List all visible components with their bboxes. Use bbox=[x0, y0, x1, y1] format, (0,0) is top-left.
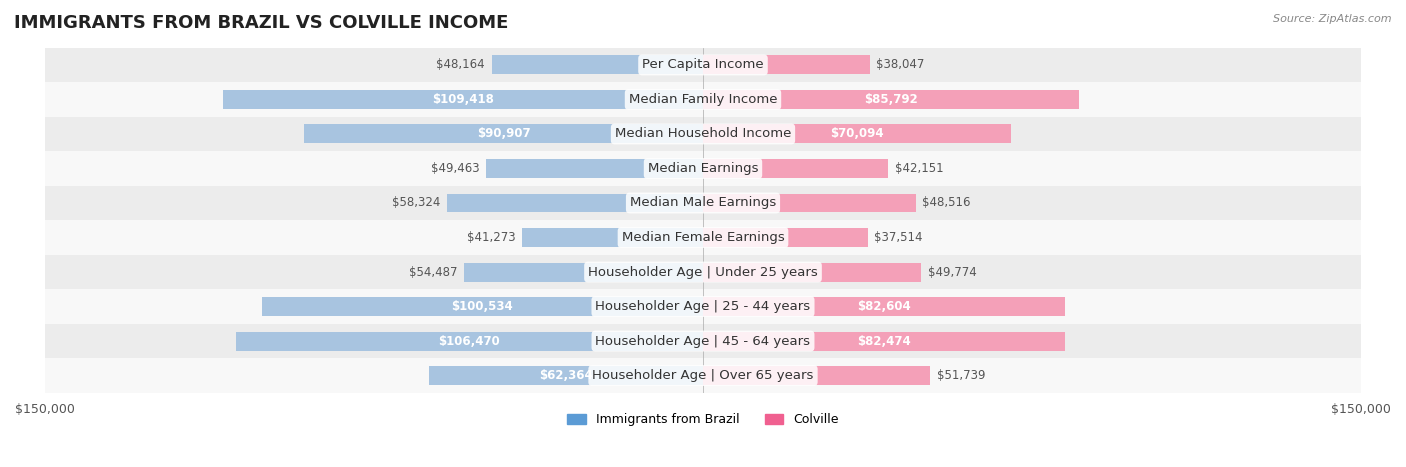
Bar bbox=[703, 366, 929, 385]
Text: $42,151: $42,151 bbox=[894, 162, 943, 175]
Text: $106,470: $106,470 bbox=[439, 334, 501, 347]
Text: IMMIGRANTS FROM BRAZIL VS COLVILLE INCOME: IMMIGRANTS FROM BRAZIL VS COLVILLE INCOM… bbox=[14, 14, 509, 32]
Text: $82,474: $82,474 bbox=[858, 334, 911, 347]
Text: Householder Age | 45 - 64 years: Householder Age | 45 - 64 years bbox=[596, 334, 810, 347]
Bar bbox=[45, 220, 1361, 255]
Bar bbox=[703, 90, 1080, 109]
Text: $85,792: $85,792 bbox=[865, 93, 918, 106]
Text: Median Male Earnings: Median Male Earnings bbox=[630, 197, 776, 210]
Bar bbox=[703, 262, 921, 282]
Bar bbox=[236, 332, 703, 351]
Text: $109,418: $109,418 bbox=[432, 93, 494, 106]
Bar bbox=[447, 193, 703, 212]
Text: $49,774: $49,774 bbox=[928, 266, 977, 278]
Legend: Immigrants from Brazil, Colville: Immigrants from Brazil, Colville bbox=[562, 409, 844, 432]
Text: $70,094: $70,094 bbox=[830, 127, 883, 141]
Text: Median Female Earnings: Median Female Earnings bbox=[621, 231, 785, 244]
Text: $51,739: $51,739 bbox=[936, 369, 986, 382]
Text: $48,516: $48,516 bbox=[922, 197, 972, 210]
Bar bbox=[45, 151, 1361, 186]
Text: $54,487: $54,487 bbox=[409, 266, 457, 278]
Text: Median Earnings: Median Earnings bbox=[648, 162, 758, 175]
Bar bbox=[45, 324, 1361, 358]
Bar bbox=[492, 56, 703, 74]
Bar bbox=[45, 186, 1361, 220]
Bar bbox=[304, 125, 703, 143]
Text: Householder Age | Over 65 years: Householder Age | Over 65 years bbox=[592, 369, 814, 382]
Bar bbox=[45, 48, 1361, 82]
Text: $58,324: $58,324 bbox=[392, 197, 440, 210]
Bar bbox=[45, 117, 1361, 151]
Text: $90,907: $90,907 bbox=[477, 127, 530, 141]
Bar bbox=[45, 82, 1361, 117]
Text: Median Family Income: Median Family Income bbox=[628, 93, 778, 106]
Bar bbox=[486, 159, 703, 178]
Bar bbox=[45, 255, 1361, 289]
Bar bbox=[703, 159, 889, 178]
Text: $37,514: $37,514 bbox=[875, 231, 922, 244]
Text: Householder Age | Under 25 years: Householder Age | Under 25 years bbox=[588, 266, 818, 278]
Text: $38,047: $38,047 bbox=[876, 58, 925, 71]
Text: Householder Age | 25 - 44 years: Householder Age | 25 - 44 years bbox=[595, 300, 811, 313]
Text: Median Household Income: Median Household Income bbox=[614, 127, 792, 141]
Text: $100,534: $100,534 bbox=[451, 300, 513, 313]
Bar bbox=[224, 90, 703, 109]
Bar bbox=[703, 193, 915, 212]
Bar bbox=[45, 289, 1361, 324]
Text: $82,604: $82,604 bbox=[858, 300, 911, 313]
Text: $49,463: $49,463 bbox=[430, 162, 479, 175]
Bar bbox=[703, 297, 1066, 316]
Text: Per Capita Income: Per Capita Income bbox=[643, 58, 763, 71]
Bar bbox=[262, 297, 703, 316]
Bar bbox=[522, 228, 703, 247]
Bar bbox=[703, 56, 870, 74]
Bar bbox=[703, 125, 1011, 143]
Bar bbox=[703, 332, 1064, 351]
Text: Source: ZipAtlas.com: Source: ZipAtlas.com bbox=[1274, 14, 1392, 24]
Text: $48,164: $48,164 bbox=[436, 58, 485, 71]
Bar bbox=[703, 228, 868, 247]
Bar bbox=[464, 262, 703, 282]
Text: $62,364: $62,364 bbox=[540, 369, 593, 382]
Bar bbox=[45, 358, 1361, 393]
Bar bbox=[429, 366, 703, 385]
Text: $41,273: $41,273 bbox=[467, 231, 516, 244]
